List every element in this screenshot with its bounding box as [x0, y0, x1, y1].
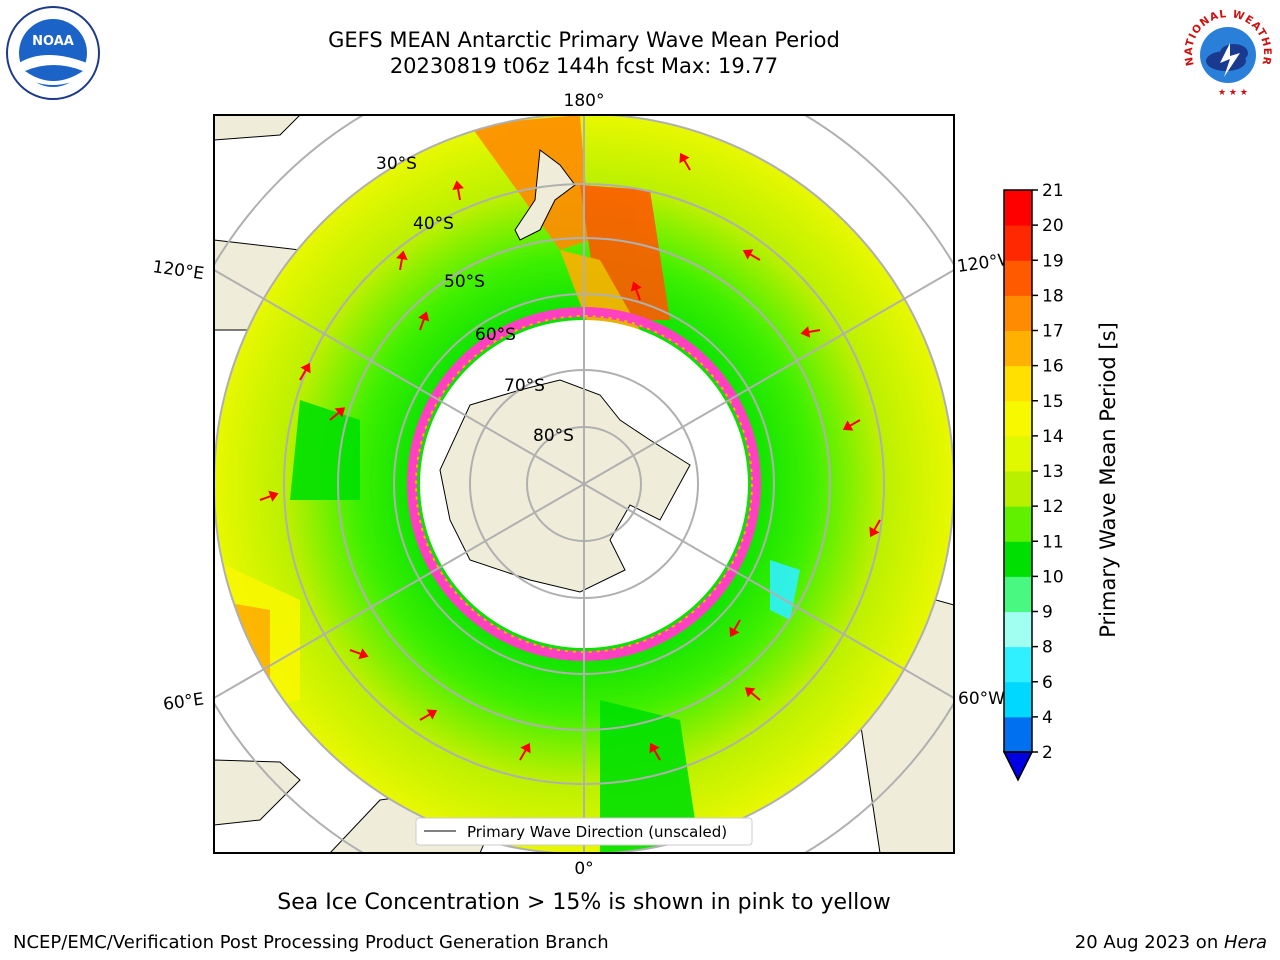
lat-label-60s: 60°S — [475, 325, 516, 345]
colorbar-tick-label: 19 — [1042, 251, 1064, 271]
lat-label-30s: 30°S — [376, 154, 417, 174]
colorbar: 2 4 6 8 9 10 11 12 13 14 15 16 17 18 19 20 21 Primary Wa… — [1002, 181, 1120, 782]
colorbar-tick-label: 8 — [1042, 638, 1053, 658]
colorbar-tick-label: 10 — [1042, 567, 1064, 587]
colorbar-under-triangle — [1002, 751, 1034, 782]
colorbar-segment — [1004, 611, 1032, 648]
colorbar-tick-label: 21 — [1042, 181, 1064, 201]
colorbar-segment — [1004, 190, 1032, 226]
colorbar-tick-label: 17 — [1042, 322, 1064, 342]
nws-logo: NATIONAL WEATHER SERVICE ★ ★ ★ — [1178, 3, 1276, 101]
footer-host: Hera — [1223, 932, 1267, 953]
chart-title: GEFS MEAN Antarctic Primary Wave Mean Pe… — [328, 28, 840, 52]
colorbar-tick-label: 6 — [1042, 673, 1053, 693]
lat-label-50s: 50°S — [444, 272, 485, 292]
colorbar-segment — [1004, 646, 1032, 683]
lon-label-180: 180° — [564, 91, 605, 111]
colorbar-tick-label: 18 — [1042, 286, 1064, 306]
colorbar-segment — [1004, 435, 1032, 472]
legend-box — [415, 817, 753, 846]
colorbar-segment — [1004, 225, 1032, 261]
colorbar-segment — [1004, 365, 1032, 402]
lon-label-0: 0° — [574, 859, 593, 879]
colorbar-tick-label: 16 — [1042, 357, 1064, 377]
colorbar-segment — [1004, 681, 1032, 718]
lat-label-70s: 70°S — [504, 376, 545, 396]
chart-subtitle: 20230819 t06z 144h fcst Max: 19.77 — [389, 54, 779, 78]
lon-label-60w: 60°W — [958, 689, 1005, 709]
colorbar-label: Primary Wave Mean Period [s] — [1096, 322, 1120, 638]
colorbar-tick-label: 9 — [1042, 603, 1053, 623]
lat-label-80s: 80°S — [533, 426, 574, 446]
colorbar-segment — [1004, 716, 1032, 753]
svg-text:★ ★ ★: ★ ★ ★ — [1218, 88, 1248, 98]
colorbar-tick-label: 4 — [1042, 708, 1053, 728]
noaa-logo-text: NOAA — [32, 34, 74, 49]
colorbar-tick-label: 2 — [1042, 743, 1053, 763]
new-zealand-landmass — [514, 149, 576, 241]
wave-direction-arrows — [259, 152, 881, 761]
antarctica-landmass — [439, 379, 691, 593]
colorbar-segment — [1004, 576, 1032, 612]
colorbar-segment — [1004, 330, 1032, 367]
colorbar-segment — [1004, 541, 1032, 577]
noaa-logo: NOAA — [6, 6, 100, 100]
colorbar-segment — [1004, 471, 1032, 507]
lon-label-120e: 120°E — [151, 257, 205, 284]
colorbar-tick-label: 20 — [1042, 216, 1064, 236]
footer-credit: NCEP/EMC/Verification Post Processing Pr… — [13, 932, 609, 953]
lat-label-40s: 40°S — [413, 214, 454, 234]
asia-landmass — [214, 115, 301, 141]
caption: Sea Ice Concentration > 15% is shown in … — [277, 890, 891, 915]
colorbar-segment — [1004, 400, 1032, 437]
colorbar-segment — [1004, 260, 1032, 296]
colorbar-segment — [1004, 506, 1032, 542]
colorbar-tick-label: 15 — [1042, 392, 1064, 412]
footer-date-text: 20 Aug 2023 on — [1074, 932, 1224, 953]
colorbar-tick-label: 11 — [1042, 532, 1064, 552]
africa-landmass — [214, 759, 301, 826]
colorbar-tick-label: 12 — [1042, 497, 1064, 517]
lon-label-60e: 60°E — [162, 689, 205, 714]
footer-date: 20 Aug 2023 on Hera — [1075, 932, 1267, 953]
legend-label: Primary Wave Direction (unscaled) — [467, 823, 727, 841]
colorbar-segment — [1004, 295, 1032, 331]
colorbar-tick-label: 13 — [1042, 462, 1064, 482]
colorbar-tick-label: 14 — [1042, 427, 1064, 447]
